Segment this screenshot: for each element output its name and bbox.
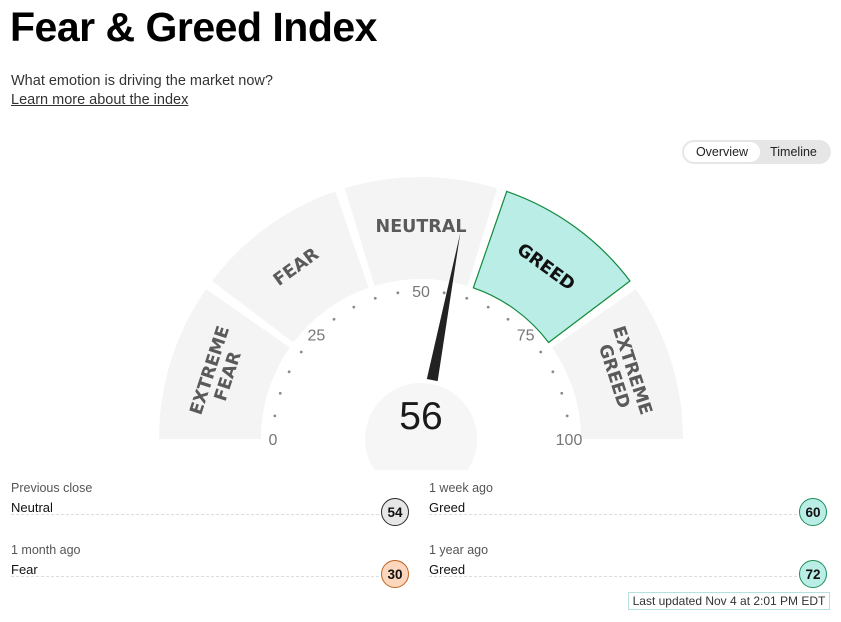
score-badge: 54 <box>381 498 409 526</box>
score-badge: 72 <box>799 560 827 588</box>
stat-label: 1 year ago <box>429 543 489 557</box>
gauge-scale-dot <box>373 296 377 300</box>
stat-value: Greed <box>429 500 466 515</box>
gauge-scale-dot <box>506 317 510 321</box>
stat-1-week-ago: 1 week ago Greed 60 <box>429 481 827 529</box>
gauge-scale-dot <box>352 305 356 309</box>
gauge-scale-dot <box>486 305 490 309</box>
page-title: Fear & Greed Index <box>10 4 377 50</box>
gauge-scale-dot <box>560 391 564 395</box>
stat-divider <box>429 514 797 515</box>
stat-divider <box>429 576 797 577</box>
score-badge: 30 <box>381 560 409 588</box>
gauge-zone-extreme-greed <box>552 289 683 439</box>
gauge-scale-dot <box>273 414 277 418</box>
gauge-tick-label: 0 <box>269 432 278 449</box>
overview-tab[interactable]: Overview <box>684 142 760 162</box>
gauge-zone-extreme-fear <box>159 289 290 439</box>
gauge-scale-dot <box>442 291 446 295</box>
gauge-needle <box>426 232 461 382</box>
stat-label: 1 week ago <box>429 481 493 495</box>
stat-label: 1 month ago <box>11 543 81 557</box>
gauge-zone-neutral <box>344 177 498 286</box>
fear-greed-gauge: EXTREMEFEARFEARNEUTRALGREEDEXTREMEGREED0… <box>159 177 683 470</box>
stat-label: Previous close <box>11 481 93 495</box>
stat-divider <box>11 576 379 577</box>
learn-more-link[interactable]: Learn more about the index <box>11 92 189 108</box>
stat-divider <box>11 514 379 515</box>
score-badge: 60 <box>799 498 827 526</box>
gauge-scale-dot <box>551 370 555 374</box>
gauge-scale-dot <box>465 296 469 300</box>
view-toggle: Overview Timeline <box>682 140 831 164</box>
gauge-scale-dot <box>332 317 336 321</box>
gauge-tick-label: 75 <box>517 327 535 344</box>
gauge-tick-label: 100 <box>556 432 583 449</box>
gauge-scale-dot <box>299 350 303 354</box>
stat-1-month-ago: 1 month ago Fear 30 <box>11 543 409 591</box>
gauge-scale-dot <box>278 391 282 395</box>
timeline-tab[interactable]: Timeline <box>770 145 817 159</box>
gauge-tick-label: 50 <box>412 284 430 301</box>
last-updated: Last updated Nov 4 at 2:01 PM EDT <box>628 592 830 610</box>
gauge-zone-label: NEUTRAL <box>376 217 467 237</box>
page-subtitle: What emotion is driving the market now? <box>11 73 273 89</box>
gauge-zone-greed <box>472 190 631 344</box>
stat-1-year-ago: 1 year ago Greed 72 <box>429 543 827 591</box>
gauge-zone-label-text: NEUTRAL <box>376 217 467 237</box>
gauge-zone-fear <box>212 191 369 343</box>
gauge-value: 56 <box>399 395 442 438</box>
gauge-scale-dot <box>539 350 543 354</box>
stat-value: Neutral <box>11 500 53 515</box>
gauge-scale-dot <box>396 291 400 295</box>
stat-previous-close: Previous close Neutral 54 <box>11 481 409 529</box>
gauge-inner <box>262 280 580 470</box>
gauge-tick-label: 25 <box>307 327 325 344</box>
stat-value: Greed <box>429 562 466 577</box>
gauge-hub <box>365 383 477 470</box>
gauge-scale-dot <box>565 414 569 418</box>
gauge-scale-dot <box>287 370 291 374</box>
stat-value: Fear <box>11 562 38 577</box>
